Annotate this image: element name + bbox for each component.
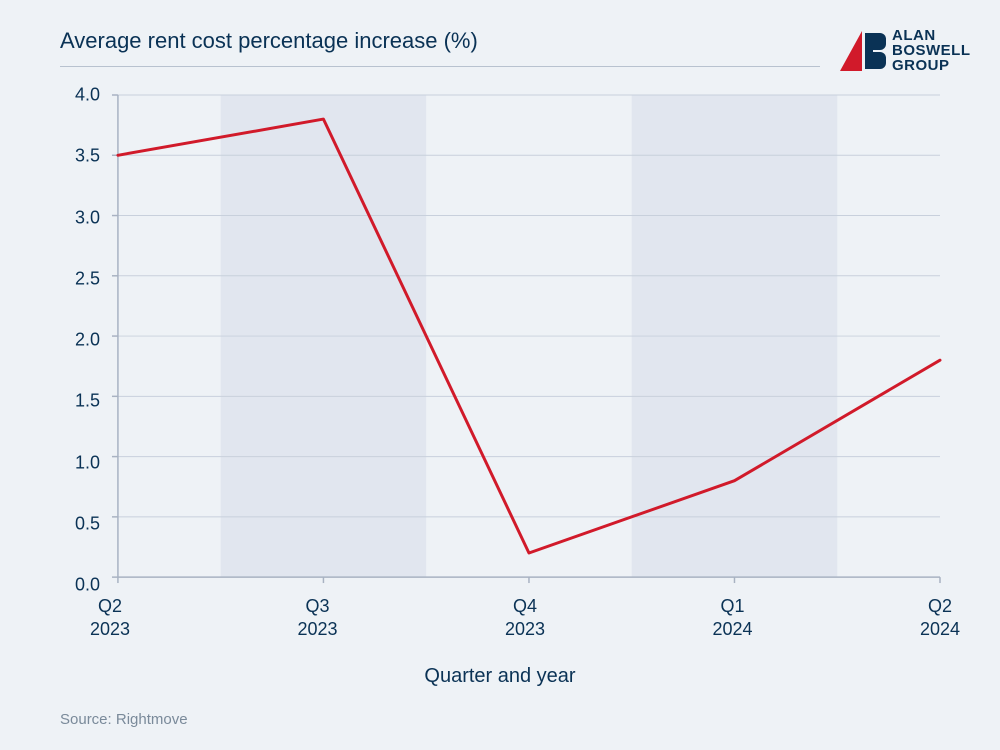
x-tick-label: Q1 2024 [712,595,752,642]
chart-title: Average rent cost percentage increase (%… [60,28,820,66]
source-text: Source: Rightmove [60,711,188,728]
x-tick-label: Q3 2023 [297,595,337,642]
y-tick-label: 0.0 [75,575,100,596]
x-axis-title: Quarter and year [424,665,575,688]
x-tick-label: Q4 2023 [505,595,545,642]
logo-text-1: ALAN [892,28,971,43]
y-tick-label: 1.0 [75,452,100,473]
y-tick-label: 0.5 [75,513,100,534]
x-tick-label: Q2 2024 [920,595,960,642]
y-tick-label: 3.5 [75,146,100,167]
logo-icon [840,31,886,71]
y-tick-label: 4.0 [75,85,100,106]
brand-logo: ALAN BOSWELL GROUP [840,28,971,73]
x-tick-label: Q2 2023 [90,595,130,642]
y-tick-label: 3.0 [75,207,100,228]
logo-text-3: GROUP [892,58,971,73]
y-tick-label: 2.0 [75,330,100,351]
logo-text-2: BOSWELL [892,43,971,58]
y-tick-label: 2.5 [75,268,100,289]
chart-plot: 0.00.51.01.52.02.53.03.54.0Q2 2023Q3 202… [110,95,940,585]
y-tick-label: 1.5 [75,391,100,412]
title-rule [60,66,820,67]
